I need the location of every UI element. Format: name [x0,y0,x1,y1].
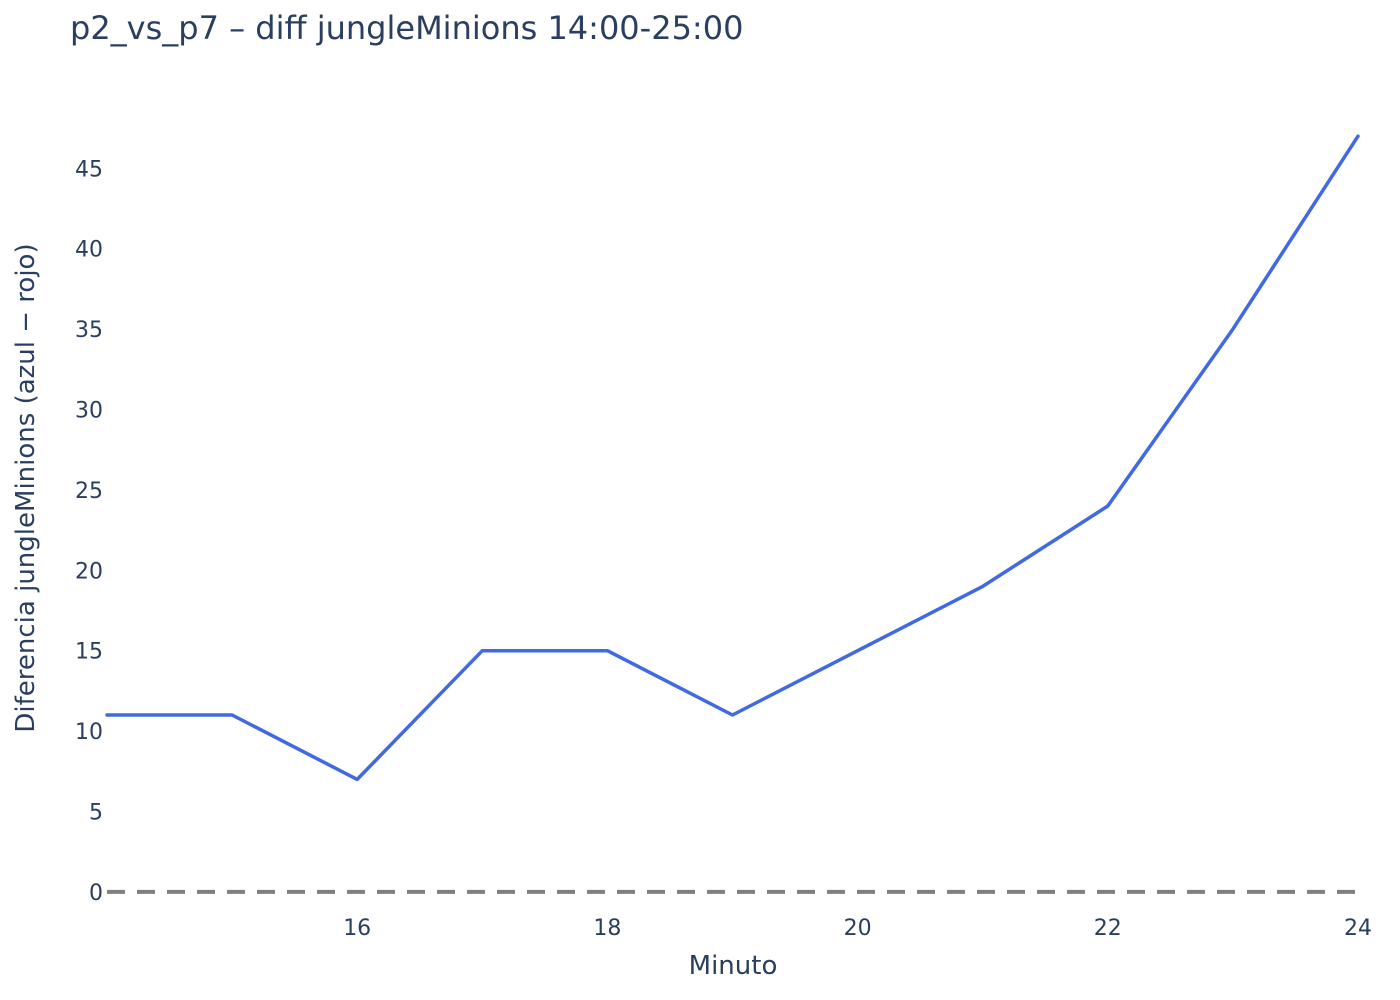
y-tick-label: 45 [75,157,103,182]
x-tick-labels: 16 18 20 22 24 [343,916,1372,941]
y-tick-label: 40 [75,238,103,263]
x-tick-label: 18 [593,916,621,941]
y-tick-label: 25 [75,479,103,504]
x-axis-title: Minuto [689,951,778,981]
x-tick-label: 22 [1094,916,1122,941]
series-line-0 [105,134,1360,782]
x-tick-label: 24 [1344,916,1372,941]
y-tick-labels: 0 5 10 15 20 25 30 35 40 45 [75,157,103,906]
y-axis-title: Diferencia jungleMinions (azul − rojo) [11,243,41,732]
chart-title: p2_vs_p7 – diff jungleMinions 14:00-25:0… [70,9,743,47]
y-tick-label: 0 [89,881,103,906]
y-tick-label: 5 [89,801,103,826]
x-tick-label: 20 [844,916,872,941]
plot-area [105,134,1360,894]
y-tick-label: 30 [75,399,103,424]
y-tick-label: 35 [75,318,103,343]
x-tick-label: 16 [343,916,371,941]
y-tick-label: 15 [75,640,103,665]
y-tick-label: 20 [75,559,103,584]
y-tick-label: 10 [75,720,103,745]
